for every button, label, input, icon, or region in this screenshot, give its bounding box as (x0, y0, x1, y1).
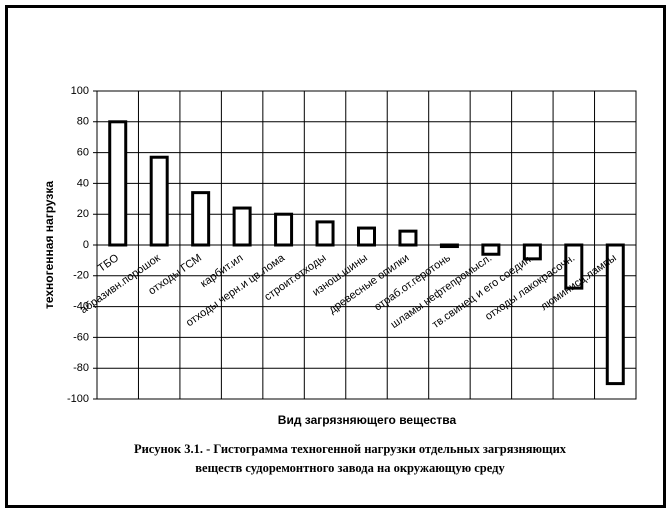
bar (315, 220, 335, 247)
y-tick-label: -80 (73, 362, 89, 374)
bar (357, 226, 376, 247)
y-tick-label: 80 (77, 116, 89, 128)
y-tick-label: -20 (73, 270, 89, 282)
caption-line: Рисунок 3.1. - Гистограмма техногенной н… (134, 442, 567, 456)
y-tick-label: -100 (67, 393, 89, 405)
caption-line: веществ судоремонтного завода на окружаю… (195, 461, 505, 475)
y-tick-label: 0 (83, 239, 89, 251)
bar (564, 243, 584, 290)
y-axis-title: техногенная нагрузка (42, 181, 56, 309)
y-tick-label: -60 (73, 331, 89, 343)
bar (605, 243, 625, 386)
y-tick-label: -40 (73, 301, 89, 313)
y-tick-label: 40 (77, 177, 89, 189)
bar (191, 191, 211, 247)
y-tick-label: 60 (77, 147, 89, 159)
bar (108, 120, 128, 247)
bar (232, 206, 252, 247)
bar (481, 243, 501, 256)
bar (149, 155, 169, 247)
bar (522, 243, 542, 261)
bar (274, 212, 294, 247)
bar (439, 243, 459, 249)
y-tick-label: 20 (77, 208, 89, 220)
x-axis-title: Вид загрязняющего вещества (278, 413, 457, 427)
y-tick-label: 100 (71, 85, 89, 97)
bar (398, 229, 418, 247)
